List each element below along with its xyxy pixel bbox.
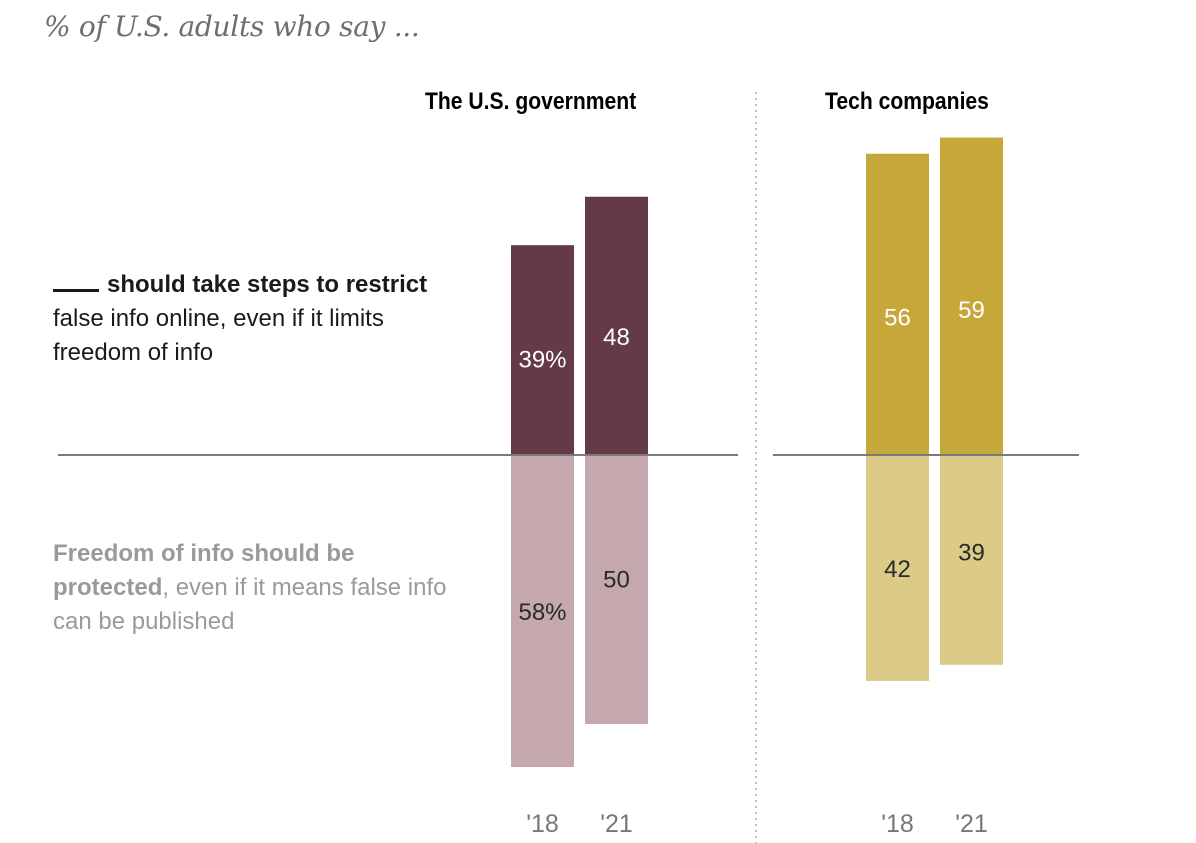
restrict-label-bold: should take steps to restrict: [107, 271, 428, 298]
freedom-label-rest: , even if it means false info can be pub…: [53, 574, 447, 635]
value-label-gov-freedom-18: 58%: [518, 599, 566, 626]
value-label-gov-restrict-21: 48: [603, 324, 630, 351]
x-tick-tech-21: '21: [955, 810, 988, 838]
x-tick-tech-18: '18: [881, 810, 914, 838]
freedom-series-label: Freedom of info should be protected, eve…: [53, 537, 473, 639]
chart-subtitle: % of U.S. adults who say ...: [44, 10, 420, 43]
bar-tech-freedom-18: [866, 455, 929, 681]
bar-tech-restrict-21: [940, 137, 1003, 455]
value-label-gov-freedom-21: 50: [603, 567, 630, 594]
bar-gov-restrict-21: [585, 196, 648, 455]
bar-tech-freedom-21: [940, 455, 1003, 665]
panel-title-tech: Tech companies: [825, 88, 989, 115]
bar-gov-restrict-18: [511, 245, 574, 455]
bar-gov-freedom-18: [511, 455, 574, 768]
bar-gov-freedom-21: [585, 455, 648, 724]
blank-placeholder: [53, 269, 99, 292]
restrict-label-rest: false info online, even if it limits fre…: [53, 305, 384, 366]
freedom-label-bold: Freedom of info should be protected: [53, 540, 355, 601]
panel-title-government: The U.S. government: [425, 88, 637, 115]
restrict-series-label: should take steps to restrict false info…: [53, 268, 473, 370]
value-label-tech-restrict-21: 59: [958, 297, 985, 324]
value-label-tech-restrict-18: 56: [884, 304, 911, 331]
value-label-tech-freedom-18: 42: [884, 556, 911, 583]
value-label-tech-freedom-21: 39: [958, 540, 985, 567]
x-tick-gov-21: '21: [600, 810, 633, 838]
bar-tech-restrict-18: [866, 153, 929, 455]
x-tick-gov-18: '18: [526, 810, 559, 838]
value-label-gov-restrict-18: 39%: [518, 346, 566, 373]
